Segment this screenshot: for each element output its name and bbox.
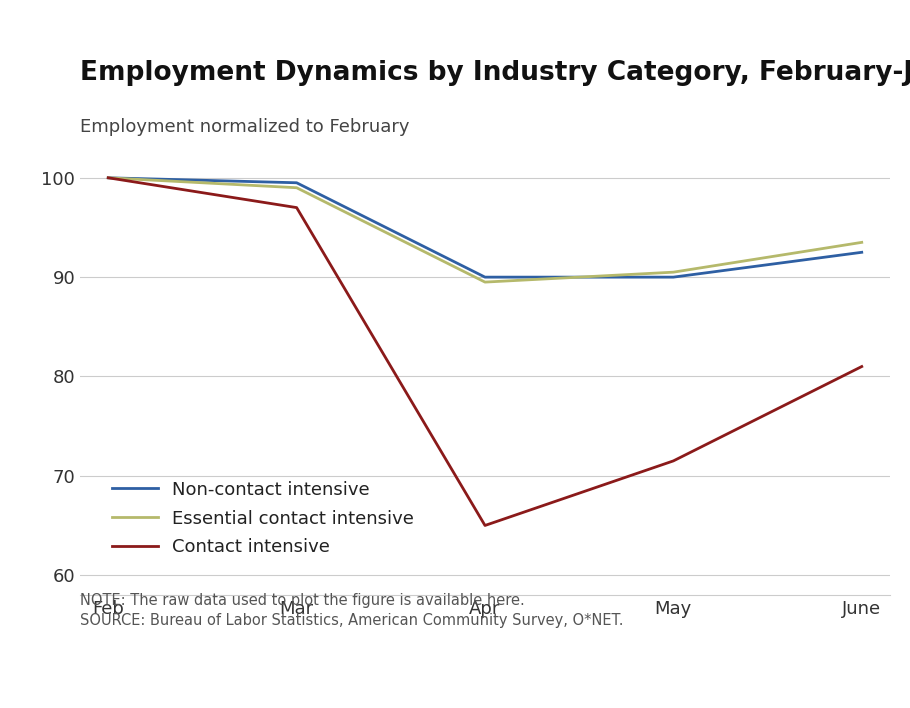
Text: St. Louis: St. Louis — [171, 683, 241, 697]
Text: SOURCE: Bureau of Labor Statistics, American Community Survey, O*NET.: SOURCE: Bureau of Labor Statistics, Amer… — [80, 613, 623, 628]
Text: of: of — [155, 683, 169, 697]
Text: Employment Dynamics by Industry Category, February-June 2020: Employment Dynamics by Industry Category… — [80, 60, 910, 86]
Text: Federal Reserve Bank: Federal Reserve Bank — [20, 683, 191, 697]
Text: NOTE: The raw data used to plot the figure is available here.: NOTE: The raw data used to plot the figu… — [80, 593, 525, 608]
Legend: Non-contact intensive, Essential contact intensive, Contact intensive: Non-contact intensive, Essential contact… — [106, 474, 421, 564]
Text: Employment normalized to February: Employment normalized to February — [80, 118, 410, 136]
